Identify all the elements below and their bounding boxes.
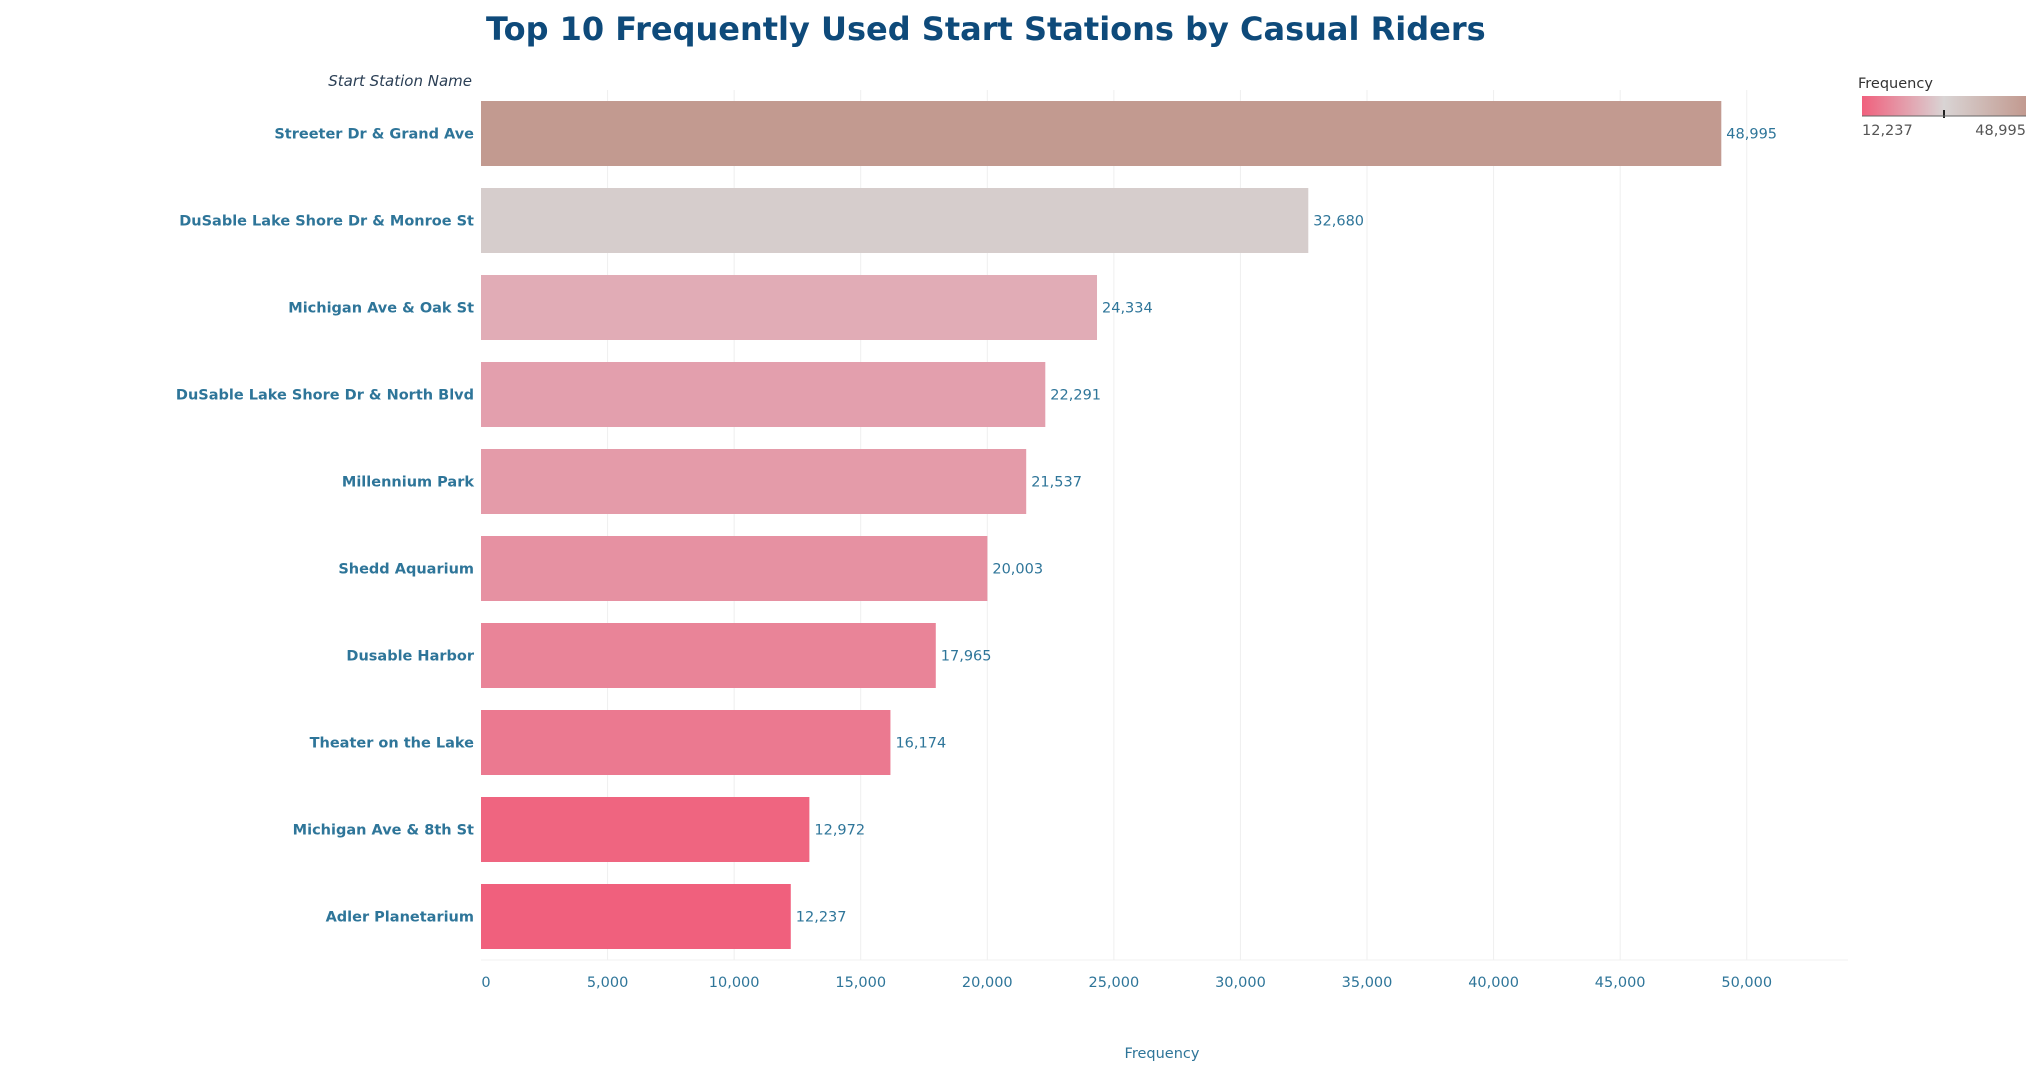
category-label: Shedd Aquarium <box>338 562 474 578</box>
value-label: 24,334 <box>1102 301 1153 317</box>
x-axis-ticks: 0 5,000 10,000 15,000 20,000 25,000 30,000 35,0… <box>481 975 1772 991</box>
legend-min-label: 12,237 <box>1862 123 1913 139</box>
value-label: 32,680 <box>1313 214 1364 230</box>
x-tick-label: 45,000 <box>1595 975 1646 991</box>
x-tick-label: 15,000 <box>835 975 886 991</box>
value-label: 21,537 <box>1031 475 1082 491</box>
value-label: 48,995 <box>1726 127 1777 143</box>
category-label: Michigan Ave & Oak St <box>288 301 474 317</box>
category-label: Streeter Dr & Grand Ave <box>274 127 474 143</box>
x-tick-label: 5,000 <box>587 975 629 991</box>
category-label: Theater on the Lake <box>310 736 475 752</box>
value-label: 12,237 <box>796 910 847 926</box>
value-label: 22,291 <box>1050 388 1101 404</box>
x-tick-label: 40,000 <box>1468 975 1519 991</box>
row-header: Start Station Name <box>328 72 472 90</box>
color-legend: Frequency 12,237 48,995 <box>1858 76 2026 139</box>
value-label: 20,003 <box>992 562 1043 578</box>
category-label: Michigan Ave & 8th St <box>293 823 474 839</box>
value-label: 16,174 <box>895 736 946 752</box>
bar <box>481 623 936 688</box>
value-label: 17,965 <box>941 649 992 665</box>
x-tick-label: 25,000 <box>1088 975 1139 991</box>
bar <box>481 710 891 775</box>
bar <box>481 275 1098 340</box>
x-axis-title: Frequency <box>1125 1046 1200 1062</box>
value-labels: 48,995 32,680 24,334 22,291 21,537 20,003 17,9… <box>796 127 1777 926</box>
chart-title: Top 10 Frequently Used Start Stations by… <box>486 10 1486 48</box>
legend-max-label: 48,995 <box>1975 123 2026 139</box>
bar <box>481 188 1309 253</box>
bar <box>481 536 988 601</box>
x-tick-label: 10,000 <box>709 975 760 991</box>
bar <box>481 101 1722 166</box>
bar <box>481 362 1046 427</box>
bar <box>481 449 1027 514</box>
x-tick-label: 35,000 <box>1342 975 1393 991</box>
category-label: Adler Planetarium <box>326 910 474 926</box>
bar <box>481 797 810 862</box>
category-label: Millennium Park <box>342 475 474 491</box>
legend-title: Frequency <box>1858 76 1933 92</box>
x-tick-label: 20,000 <box>962 975 1013 991</box>
category-label: Dusable Harbor <box>346 649 474 665</box>
category-label: DuSable Lake Shore Dr & North Blvd <box>176 388 474 404</box>
bar <box>481 884 791 949</box>
value-label: 12,972 <box>814 823 865 839</box>
category-label: DuSable Lake Shore Dr & Monroe St <box>179 214 474 230</box>
x-tick-label: 0 <box>481 975 490 991</box>
category-labels: Streeter Dr & Grand Ave DuSable Lake Shor… <box>176 127 475 926</box>
x-tick-label: 50,000 <box>1721 975 1772 991</box>
x-tick-label: 30,000 <box>1215 975 1266 991</box>
legend-gradient-bar <box>1862 96 2026 116</box>
bars <box>481 101 1722 949</box>
